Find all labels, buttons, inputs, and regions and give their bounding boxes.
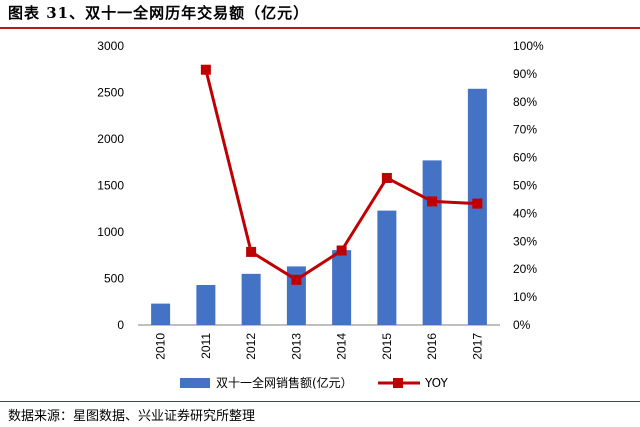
legend-bar-label: 双十一全网销售额(亿元）	[216, 375, 353, 390]
y-right-tick-label: 70%	[513, 123, 537, 137]
x-tick-label: 2012	[244, 333, 258, 360]
legend-line-label: YOY	[424, 376, 448, 390]
source-divider	[0, 401, 640, 402]
chart-title: 图表 31、双十一全网历年交易额（亿元）	[8, 4, 310, 22]
yoy-point	[427, 196, 438, 207]
y-right-tick-label: 20%	[513, 262, 537, 276]
x-tick-label: 2010	[154, 333, 168, 360]
yoy-point	[336, 245, 347, 256]
yoy-point	[246, 246, 257, 257]
bar	[422, 160, 442, 325]
yoy-line-group	[200, 64, 483, 285]
bar	[241, 273, 261, 325]
yoy-point	[200, 64, 211, 75]
y-right-tick-label: 50%	[513, 179, 537, 193]
title-divider	[0, 27, 640, 29]
y-left-tick-label: 1500	[97, 179, 124, 193]
y-left-tick-label: 1000	[97, 225, 124, 239]
y-right-tick-label: 40%	[513, 206, 537, 220]
y-left-tick-label: 500	[104, 272, 124, 286]
bar-line-chart: 0 500 1000 1500 2000 2500 3000 0% 10% 20% 30% 40% 50…	[97, 39, 544, 390]
bars-group	[151, 88, 487, 325]
x-tick-label: 2016	[425, 333, 439, 360]
y-right-tick-label: 30%	[513, 234, 537, 248]
yoy-point	[472, 198, 483, 209]
yoy-point	[291, 274, 302, 285]
y-right-tick-label: 10%	[513, 290, 537, 304]
bar	[151, 303, 171, 325]
legend-line-marker	[393, 378, 403, 388]
y-right-tick-label: 80%	[513, 95, 537, 109]
yoy-point	[381, 172, 392, 183]
x-tick-label: 2011	[199, 333, 213, 359]
x-tick-label: 2017	[470, 333, 484, 360]
bar	[377, 210, 397, 325]
legend-bar-swatch	[180, 378, 210, 388]
y-left-tick-label: 2500	[97, 86, 124, 100]
bar	[332, 250, 352, 325]
y-right-tick-label: 0%	[513, 318, 531, 332]
x-tick-label: 2014	[335, 333, 349, 360]
x-tick-label: 2013	[289, 333, 303, 360]
legend: 双十一全网销售额(亿元） YOY	[180, 375, 448, 390]
x-tick-label: 2015	[380, 333, 394, 360]
y-left-tick-label: 0	[117, 318, 124, 332]
y-right-tick-label: 90%	[513, 67, 537, 81]
y-left-tick-label: 3000	[97, 39, 124, 53]
source-note: 数据来源：星图数据、兴业证券研究所整理	[8, 409, 256, 424]
y-left-tick-label: 2000	[97, 132, 124, 146]
y-right-tick-label: 60%	[513, 151, 537, 165]
axes: 0 500 1000 1500 2000 2500 3000 0% 10% 20% 30% 40% 50…	[97, 39, 544, 360]
y-right-tick-label: 100%	[513, 39, 544, 53]
bar	[196, 285, 216, 325]
